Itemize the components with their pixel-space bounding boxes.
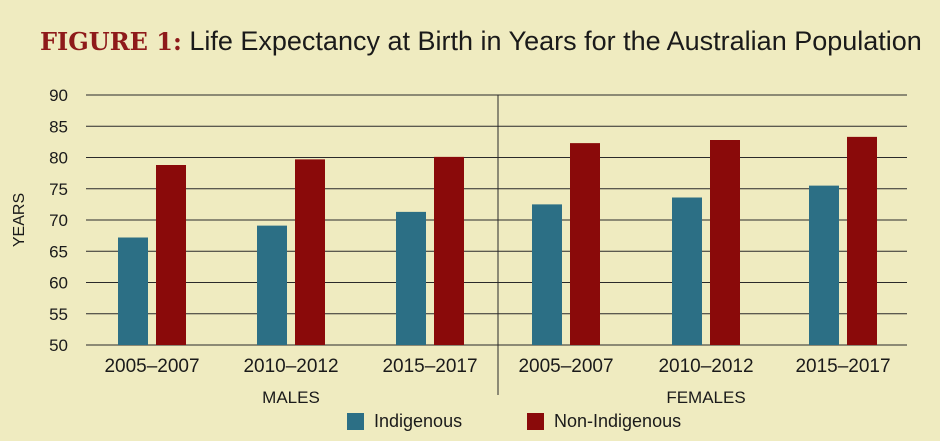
legend: Indigenous Non-Indigenous: [0, 411, 940, 435]
group-label: MALES: [262, 388, 320, 407]
y-tick-label: 50: [49, 336, 68, 355]
x-tick-label: 2015–2017: [382, 356, 477, 377]
group-label: FEMALES: [666, 388, 745, 407]
bar-indigenous: [672, 197, 702, 345]
legend-swatch-non-indigenous: [527, 413, 544, 430]
y-axis-label: YEARS: [11, 193, 28, 247]
bar-indigenous: [396, 211, 426, 345]
y-tick-label: 90: [49, 86, 68, 105]
legend-label-non-indigenous: Non-Indigenous: [554, 411, 682, 431]
y-tick-label: 55: [49, 305, 68, 324]
x-tick-label: 2005–2007: [104, 356, 199, 377]
bar-non-indigenous: [434, 156, 464, 345]
bar-non-indigenous: [847, 136, 877, 345]
legend-label-indigenous: Indigenous: [374, 411, 463, 431]
y-tick-label: 80: [49, 149, 68, 168]
legend-swatch-indigenous: [347, 413, 364, 430]
y-tick-label: 60: [49, 274, 68, 293]
y-tick-label: 75: [49, 180, 68, 199]
y-tick-label: 85: [49, 117, 68, 136]
x-tick-label: 2015–2017: [795, 356, 890, 377]
legend-item-non-indigenous: Non-Indigenous: [527, 411, 681, 432]
bar-non-indigenous: [295, 159, 325, 345]
figure-title-text: Life Expectancy at Birth in Years for th…: [189, 26, 922, 56]
bar-non-indigenous: [710, 140, 740, 345]
x-tick-label: 2010–2012: [658, 356, 753, 377]
x-tick-label: 2005–2007: [518, 356, 613, 377]
bar-indigenous: [809, 185, 839, 345]
bar-non-indigenous: [156, 165, 186, 345]
chart-title: FIGURE 1: Life Expectancy at Birth in Ye…: [40, 26, 922, 57]
y-tick-label: 65: [49, 242, 68, 261]
bar-non-indigenous: [570, 143, 600, 345]
figure-label: FIGURE 1:: [40, 27, 182, 56]
legend-item-indigenous: Indigenous: [347, 411, 462, 432]
bar-indigenous: [532, 204, 562, 345]
y-tick-label: 70: [49, 211, 68, 230]
bar-indigenous: [118, 237, 148, 345]
x-tick-label: 2010–2012: [243, 356, 338, 377]
bar-indigenous: [257, 225, 287, 345]
